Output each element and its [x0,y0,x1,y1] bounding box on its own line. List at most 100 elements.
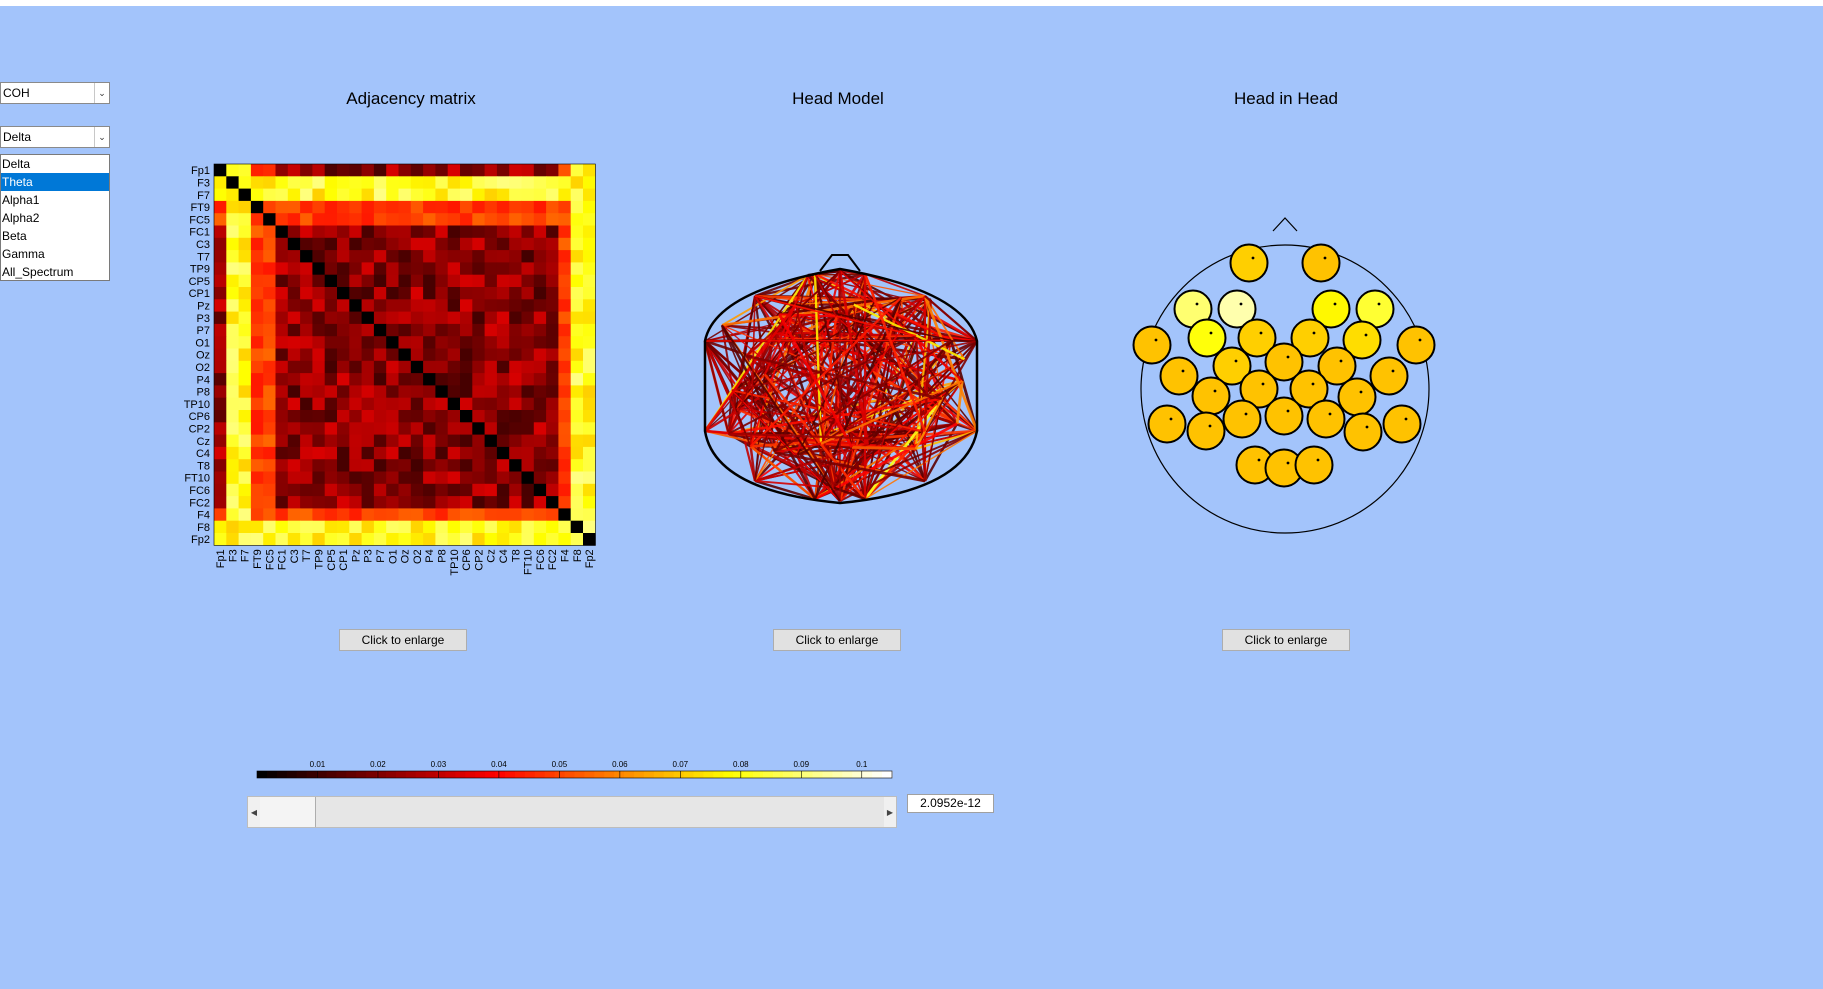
matrix-cell [583,250,596,263]
matrix-cell [423,496,436,509]
matrix-cell [570,397,584,411]
band-option[interactable]: Theta [1,173,109,191]
matrix-cell [583,176,596,189]
matrix-cell [484,410,498,423]
matrix-cell [472,299,485,312]
band-option[interactable]: Delta [2,157,31,171]
colorbar-segment [257,771,268,778]
electrode-dot [1251,256,1255,260]
enlarge-head-model-button[interactable]: Click to enlarge [773,629,901,651]
matrix-col-label: F7 [240,549,252,562]
matrix-col-label: FC1 [277,549,289,570]
matrix-cell [509,311,522,325]
matrix-cell [373,533,387,546]
matrix-cell [546,533,559,546]
colorbar: 0.01 0.02 0.03 0.04 0.05 0.06 0.07 0.08 0.09 0.1 [256,760,893,779]
matrix-cell [398,360,412,374]
colorbar-segment [385,771,397,778]
matrix-cell [558,508,572,522]
matrix-cell [423,471,436,485]
matrix-cell [398,446,412,460]
matrix-cell [386,533,399,546]
matrix-cell [472,422,485,435]
matrix-cell [214,373,227,386]
matrix-cell [460,508,473,522]
matrix-cell [386,299,399,312]
band-option[interactable]: All_Spectrum [2,265,74,279]
matrix-cell [496,397,510,411]
matrix-cell [312,200,326,214]
matrix-cell [324,213,338,226]
matrix-cell [570,508,584,522]
matrix-cell [546,188,559,202]
matrix-cell [250,237,264,251]
matrix-cell [263,250,276,263]
threshold-slider[interactable]: ◀ ▶ [247,796,897,828]
matrix-cell [460,459,473,472]
electrode-node [1396,325,1436,365]
matrix-cell [521,299,535,312]
matrix-cell [521,360,535,374]
matrix-cell [398,200,412,214]
scroll-left-icon[interactable]: ◀ [248,797,260,827]
matrix-cell [238,176,252,189]
matrix-cell [435,508,449,522]
band-option[interactable]: Beta [2,229,27,243]
matrix-cell [435,520,449,534]
matrix-cell [337,225,350,239]
scroll-right-icon[interactable]: ▶ [884,797,896,827]
matrix-cell [312,360,326,374]
matrix-cell [484,311,498,325]
matrix-cell [558,373,572,386]
matrix-cell [410,188,424,202]
matrix-cell [484,274,498,288]
band-select[interactable]: Delta ⌄ [0,126,110,148]
matrix-cell [312,188,326,202]
matrix-cell [287,188,301,202]
matrix-cell [263,225,276,239]
colorbar-segment [653,771,665,778]
matrix-cell [533,287,547,300]
matrix-cell [275,348,289,362]
matrix-row-label: CP1 [189,288,210,300]
chevron-down-icon[interactable]: ⌄ [94,83,109,103]
matrix-cell [287,164,301,177]
slider-thumb[interactable] [260,797,316,827]
matrix-cell [238,459,252,472]
connection-edge [864,273,926,297]
matrix-cell [521,213,535,226]
measure-select[interactable]: COH ⌄ [0,82,110,104]
matrix-cell [287,446,301,460]
matrix-cell [423,299,436,312]
enlarge-matrix-button[interactable]: Click to enlarge [339,629,467,651]
matrix-cell [337,213,350,226]
matrix-cell [214,311,227,325]
matrix-cell [435,213,449,226]
electrode-node [1343,412,1383,452]
band-option[interactable]: Gamma [2,247,45,261]
matrix-cell [533,200,547,214]
threshold-value-field[interactable]: 2.0952e-12 [907,794,994,813]
colorbar-segment [405,771,417,778]
matrix-cell [300,200,313,214]
matrix-cell [263,520,276,534]
matrix-cell [435,323,449,337]
matrix-cell [570,483,584,497]
enlarge-head-in-head-button[interactable]: Click to enlarge [1222,629,1350,651]
matrix-cell [373,311,387,325]
matrix-cell [570,188,584,202]
matrix-cell [472,311,485,325]
matrix-cell [398,262,412,276]
band-option[interactable]: Alpha2 [2,211,40,225]
matrix-cell [361,410,375,423]
matrix-cell [570,496,584,509]
connection-edge [915,335,927,482]
chevron-down-icon[interactable]: ⌄ [94,127,109,147]
matrix-cell [509,496,522,509]
matrix-cell [521,274,535,288]
matrix-cell [509,262,522,276]
connection-edge [721,324,841,502]
matrix-cell [300,237,313,251]
matrix-cell [250,299,264,312]
band-option[interactable]: Alpha1 [2,193,40,207]
